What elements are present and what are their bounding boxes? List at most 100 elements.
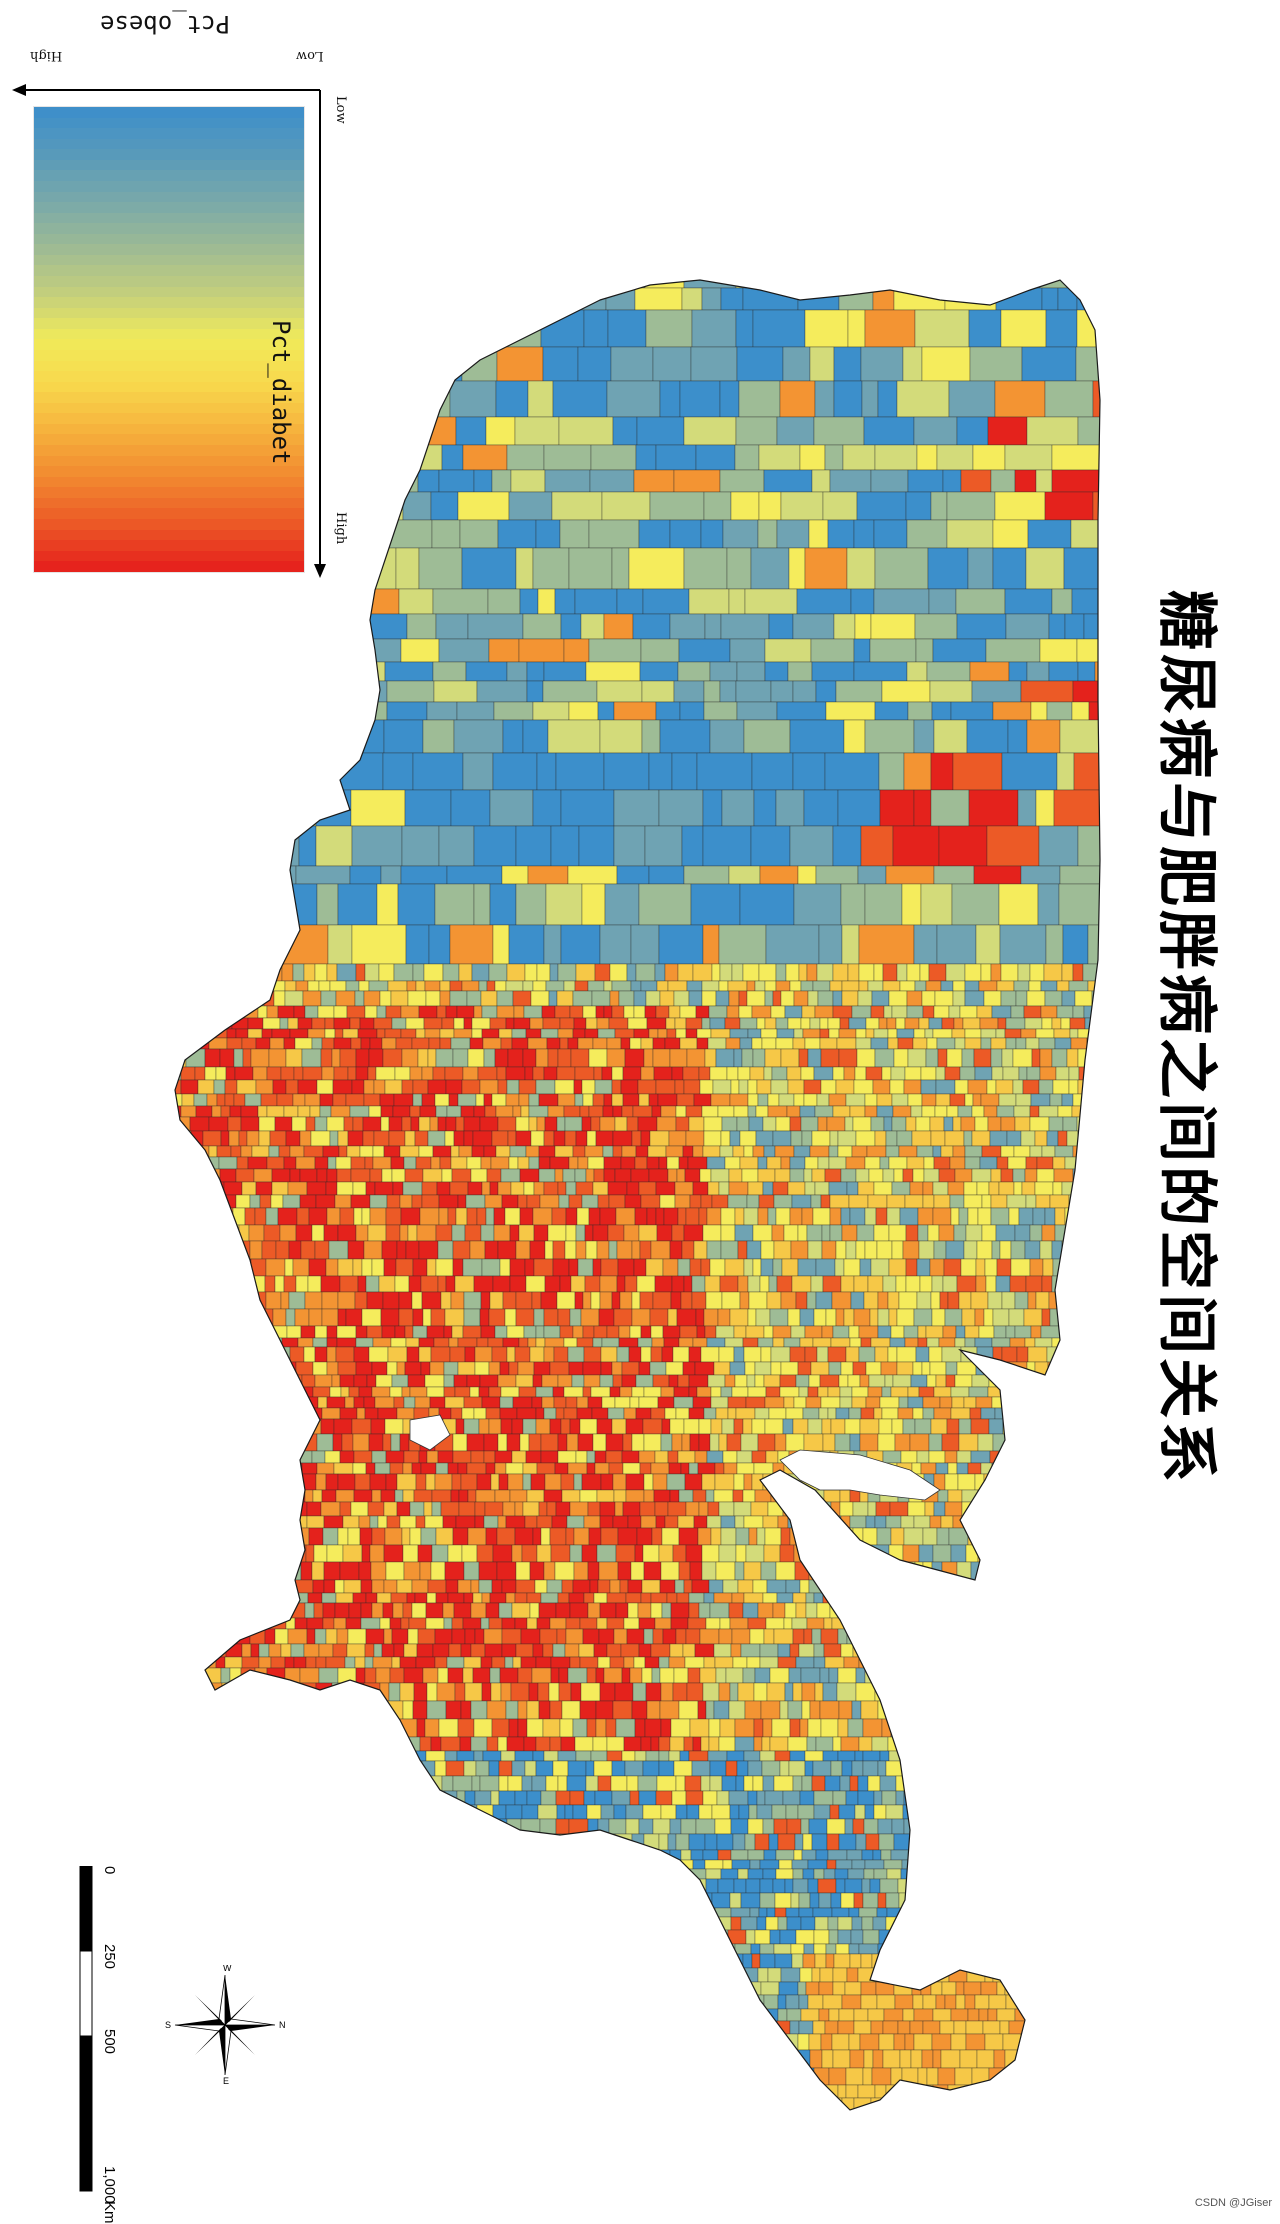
county-cell xyxy=(398,588,434,615)
county-cell xyxy=(747,1617,767,1630)
county-cell xyxy=(346,719,385,754)
county-cell xyxy=(476,680,528,703)
county-cell xyxy=(532,1207,553,1226)
county-cell xyxy=(192,1667,206,1684)
county-cell xyxy=(744,1700,762,1720)
county-cell xyxy=(593,1325,608,1339)
county-cell xyxy=(629,1396,640,1409)
county-cell xyxy=(704,613,722,640)
county-cell xyxy=(176,1617,187,1630)
county-cell xyxy=(579,1105,590,1118)
county-cell xyxy=(804,1346,818,1363)
county-cell xyxy=(410,1790,431,1806)
county-cell xyxy=(447,1667,464,1684)
county-cell xyxy=(933,1386,952,1398)
county-cell xyxy=(543,1489,563,1503)
county-cell xyxy=(201,789,254,827)
county-cell xyxy=(338,1760,357,1777)
county-cell xyxy=(775,963,787,982)
county-cell xyxy=(926,1374,937,1388)
county-cell xyxy=(938,1168,956,1183)
county-cell xyxy=(837,1750,856,1762)
county-cell xyxy=(511,1544,523,1563)
county-cell xyxy=(242,1048,252,1068)
county-cell xyxy=(543,444,592,471)
county-cell xyxy=(371,1579,385,1594)
county-cell xyxy=(758,444,801,471)
county-cell xyxy=(586,1718,597,1738)
county-cell xyxy=(364,963,380,982)
county-cell xyxy=(490,1473,500,1491)
county-cell xyxy=(629,1790,640,1806)
county-cell xyxy=(298,825,317,867)
county-cell xyxy=(280,1760,292,1777)
county-cell xyxy=(600,1804,615,1820)
county-cell xyxy=(888,1258,907,1277)
county-cell xyxy=(364,1005,378,1019)
county-cell xyxy=(533,1181,545,1196)
county-cell xyxy=(514,1750,534,1762)
county-cell xyxy=(996,1602,1006,1619)
county-cell xyxy=(1078,1656,1098,1669)
county-cell xyxy=(517,1156,530,1170)
county-cell xyxy=(822,491,858,521)
county-cell xyxy=(176,1450,193,1464)
county-cell xyxy=(758,1194,775,1209)
county-cell xyxy=(466,1462,487,1475)
county-cell xyxy=(933,1643,945,1658)
county-cell xyxy=(595,1718,607,1738)
county-cell xyxy=(971,1105,985,1118)
county-cell xyxy=(383,1579,398,1594)
county-cell xyxy=(572,1325,584,1339)
county-cell xyxy=(832,963,849,982)
county-cell xyxy=(935,1592,946,1604)
county-cell xyxy=(276,1450,295,1464)
county-cell xyxy=(257,1602,275,1619)
county-cell xyxy=(715,1667,727,1684)
county-cell xyxy=(551,491,603,521)
county-cell xyxy=(952,1116,962,1132)
county-cell xyxy=(295,1224,313,1242)
county-cell xyxy=(731,1386,749,1398)
county-cell xyxy=(1068,1667,1086,1684)
county-cell xyxy=(950,1544,967,1563)
county-cell xyxy=(615,1602,629,1619)
county-cell xyxy=(824,1168,842,1183)
county-cell xyxy=(259,1194,272,1209)
county-cell xyxy=(829,1207,842,1226)
county-cell xyxy=(573,1473,583,1491)
county-cell xyxy=(542,680,598,703)
county-cell xyxy=(613,1628,628,1645)
county-cell xyxy=(903,1527,924,1546)
county-cell xyxy=(960,1116,976,1132)
county-cell xyxy=(1065,1258,1076,1277)
county-cell xyxy=(398,1308,414,1327)
county-cell xyxy=(1050,1682,1061,1702)
county-cell xyxy=(913,1028,926,1039)
county-cell xyxy=(215,1374,235,1388)
county-cell xyxy=(331,1718,342,1738)
county-cell xyxy=(597,1656,611,1669)
county-cell xyxy=(715,1407,729,1420)
county-cell xyxy=(511,1418,524,1435)
county-cell xyxy=(1057,1130,1068,1147)
county-cell xyxy=(371,1450,387,1464)
county-cell xyxy=(1091,1489,1100,1503)
county-cell xyxy=(676,1168,686,1183)
county-cell xyxy=(507,1130,517,1147)
county-cell xyxy=(474,1515,485,1529)
county-cell xyxy=(206,1337,224,1348)
county-cell xyxy=(699,1079,714,1095)
county-cell xyxy=(803,1433,824,1452)
county-cell xyxy=(259,1718,280,1738)
county-cell xyxy=(377,1700,387,1720)
county-cell xyxy=(747,1028,762,1039)
county-cell xyxy=(1026,1374,1037,1388)
county-cell xyxy=(1036,1168,1055,1183)
county-cell xyxy=(678,1561,691,1581)
county-cell xyxy=(228,1130,240,1147)
county-cell xyxy=(899,1643,911,1658)
county-cell xyxy=(490,1790,500,1806)
county-cell xyxy=(775,1207,791,1226)
county-cell xyxy=(800,1066,815,1081)
